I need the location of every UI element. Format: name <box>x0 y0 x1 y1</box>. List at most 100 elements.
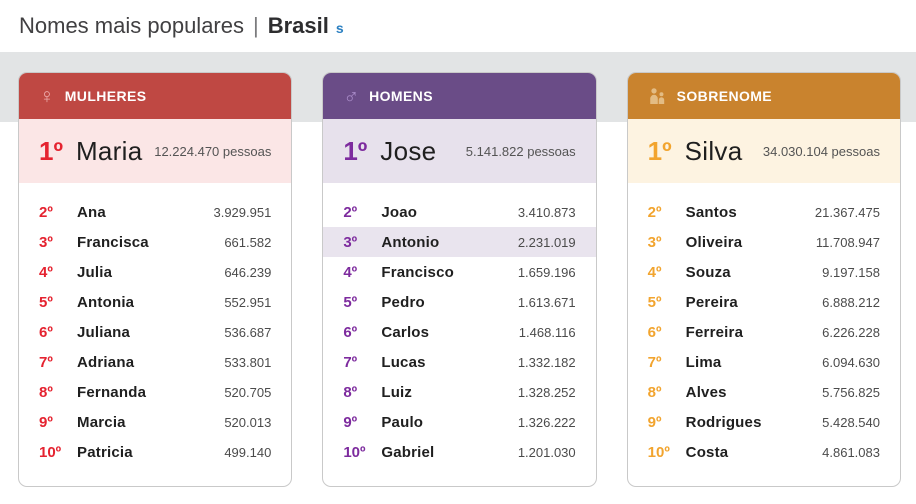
list-item[interactable]: 3º Francisca 661.582 <box>19 227 291 257</box>
page-header: Nomes mais populares | Brasil s <box>0 0 916 52</box>
family-icon <box>648 87 667 105</box>
rank-label: 6º <box>39 323 53 341</box>
rank-label: 8º <box>647 383 662 401</box>
list-item[interactable]: 3º Antonio 2.231.019 <box>323 227 596 257</box>
rank-label: 10º <box>39 443 62 461</box>
value-label: 34.030.104 pessoas <box>762 143 880 159</box>
list-item[interactable]: 10º Gabriel 1.201.030 <box>323 437 595 467</box>
value-label: 4.861.083 <box>822 444 880 460</box>
value-label: 21.367.475 <box>814 204 880 220</box>
list-item[interactable]: 9º Rodrigues 5.428.540 <box>628 407 900 437</box>
list-item[interactable]: 5º Pedro 1.613.671 <box>323 287 595 317</box>
rank-list: 2º Santos 21.367.475 3º Oliveira 11.708.947 4º… <box>628 183 900 467</box>
name-label: Luiz <box>381 383 413 401</box>
name-label: Pereira <box>685 293 738 311</box>
list-item[interactable]: 5º Pereira 6.888.212 <box>628 287 900 317</box>
name-label: Ana <box>77 203 106 221</box>
value-label: 6.226.228 <box>822 324 880 340</box>
value-label: 11.708.947 <box>815 234 880 250</box>
rank-label: 7º <box>39 353 53 371</box>
list-item[interactable]: 3º Oliveira 11.708.947 <box>628 227 900 257</box>
value-label: 1.328.252 <box>517 384 576 400</box>
value-label: 499.140 <box>224 444 272 460</box>
name-label: Oliveira <box>685 233 743 251</box>
list-item[interactable]: 5º Antonia 552.951 <box>19 287 291 317</box>
value-label: 9.197.158 <box>822 264 880 280</box>
value-label: 1.659.196 <box>517 264 576 280</box>
name-label: Costa <box>685 443 729 461</box>
rank-label: 8º <box>39 383 53 401</box>
list-item[interactable]: 7º Lucas 1.332.182 <box>323 347 595 377</box>
list-item[interactable]: 7º Adriana 533.801 <box>19 347 291 377</box>
rank-label: 6º <box>647 323 662 341</box>
card-mulheres-header: ♀ MULHERES <box>19 73 292 119</box>
rank-label: 2º <box>343 203 358 221</box>
cards-container: ♀ MULHERES 1º Maria 12.224.470 pessoas 2… <box>18 72 901 487</box>
value-label: 3.929.951 <box>213 204 272 220</box>
list-item[interactable]: 2º Joao 3.410.873 <box>323 197 595 227</box>
list-item[interactable]: 7º Lima 6.094.630 <box>628 347 900 377</box>
list-item[interactable]: 2º Ana 3.929.951 <box>19 197 291 227</box>
list-item[interactable]: 2º Santos 21.367.475 <box>628 197 900 227</box>
rank-label: 6º <box>343 323 358 341</box>
value-label: 1.332.182 <box>517 354 576 370</box>
list-item[interactable]: 8º Fernanda 520.705 <box>19 377 291 407</box>
list-item[interactable]: 6º Ferreira 6.226.228 <box>628 317 900 347</box>
value-label: 533.801 <box>224 354 272 370</box>
name-label: Juliana <box>77 323 131 341</box>
name-label: Francisco <box>381 263 454 281</box>
list-item[interactable]: 6º Juliana 536.687 <box>19 317 291 347</box>
name-label: Adriana <box>77 353 135 371</box>
name-label: Lucas <box>381 353 426 371</box>
name-label: Maria <box>75 135 143 166</box>
list-item[interactable]: 10º Patricia 499.140 <box>19 437 291 467</box>
value-label: 552.951 <box>224 294 272 310</box>
rank-label: 9º <box>343 413 358 431</box>
list-item[interactable]: 4º Julia 646.239 <box>19 257 291 287</box>
rank-list: 2º Ana 3.929.951 3º Francisca 661.582 4º Julia 6… <box>19 183 291 467</box>
value-label: 536.687 <box>224 324 272 340</box>
card-homens: ♂ HOMENS 1º Jose 5.141.822 pessoas 2º Joa… <box>322 72 597 487</box>
name-label: Jose <box>380 135 437 166</box>
value-label: 5.141.822 pessoas <box>465 143 576 159</box>
value-label: 1.468.116 <box>518 324 576 340</box>
name-label: Marcia <box>77 413 126 431</box>
card-mulheres: ♀ MULHERES 1º Maria 12.224.470 pessoas 2… <box>18 72 293 487</box>
list-item[interactable]: 9º Marcia 520.013 <box>19 407 291 437</box>
top-rank-row[interactable]: 1º Maria 12.224.470 pessoas <box>19 119 292 183</box>
name-label: Rodrigues <box>685 413 762 431</box>
list-item[interactable]: 8º Alves 5.756.825 <box>628 377 900 407</box>
value-label: 6.888.212 <box>822 294 880 310</box>
rank-label: 10º <box>343 443 366 461</box>
page-title: Nomes mais populares | Brasil s <box>19 13 344 39</box>
card-homens-header: ♂ HOMENS <box>323 73 596 119</box>
top-rank-row[interactable]: 1º Silva 34.030.104 pessoas <box>627 119 900 183</box>
value-label: 661.582 <box>224 234 272 250</box>
value-label: 520.013 <box>224 414 272 430</box>
name-label: Francisca <box>77 233 149 251</box>
rank-label: 7º <box>343 353 358 371</box>
card-header-label: HOMENS <box>369 88 433 104</box>
list-item[interactable]: 6º Carlos 1.468.116 <box>323 317 595 347</box>
rank-label: 10º <box>647 443 670 461</box>
list-item[interactable]: 4º Francisco 1.659.196 <box>323 257 595 287</box>
page-title-region: Brasil <box>267 13 329 38</box>
rank-label: 2º <box>39 203 53 221</box>
list-item[interactable]: 8º Luiz 1.328.252 <box>323 377 595 407</box>
top-rank-row[interactable]: 1º Jose 5.141.822 pessoas <box>323 119 596 183</box>
card-sobrenome: SOBRENOME 1º Silva 34.030.104 pessoas 2º… <box>626 72 901 487</box>
truncated-link[interactable]: s <box>335 20 344 36</box>
card-header-label: MULHERES <box>64 88 147 104</box>
list-item[interactable]: 10º Costa 4.861.083 <box>628 437 900 467</box>
rank-label: 3º <box>39 233 53 251</box>
rank-label: 1º <box>343 135 368 166</box>
value-label: 5.756.825 <box>822 384 880 400</box>
list-item[interactable]: 4º Souza 9.197.158 <box>628 257 900 287</box>
page-title-main: Nomes mais populares <box>19 13 244 38</box>
value-label: 646.239 <box>224 264 272 280</box>
card-header-label: SOBRENOME <box>676 88 773 104</box>
rank-label: 2º <box>647 203 662 221</box>
value-label: 12.224.470 pessoas <box>154 143 272 159</box>
list-item[interactable]: 9º Paulo 1.326.222 <box>323 407 595 437</box>
name-label: Paulo <box>381 413 424 431</box>
